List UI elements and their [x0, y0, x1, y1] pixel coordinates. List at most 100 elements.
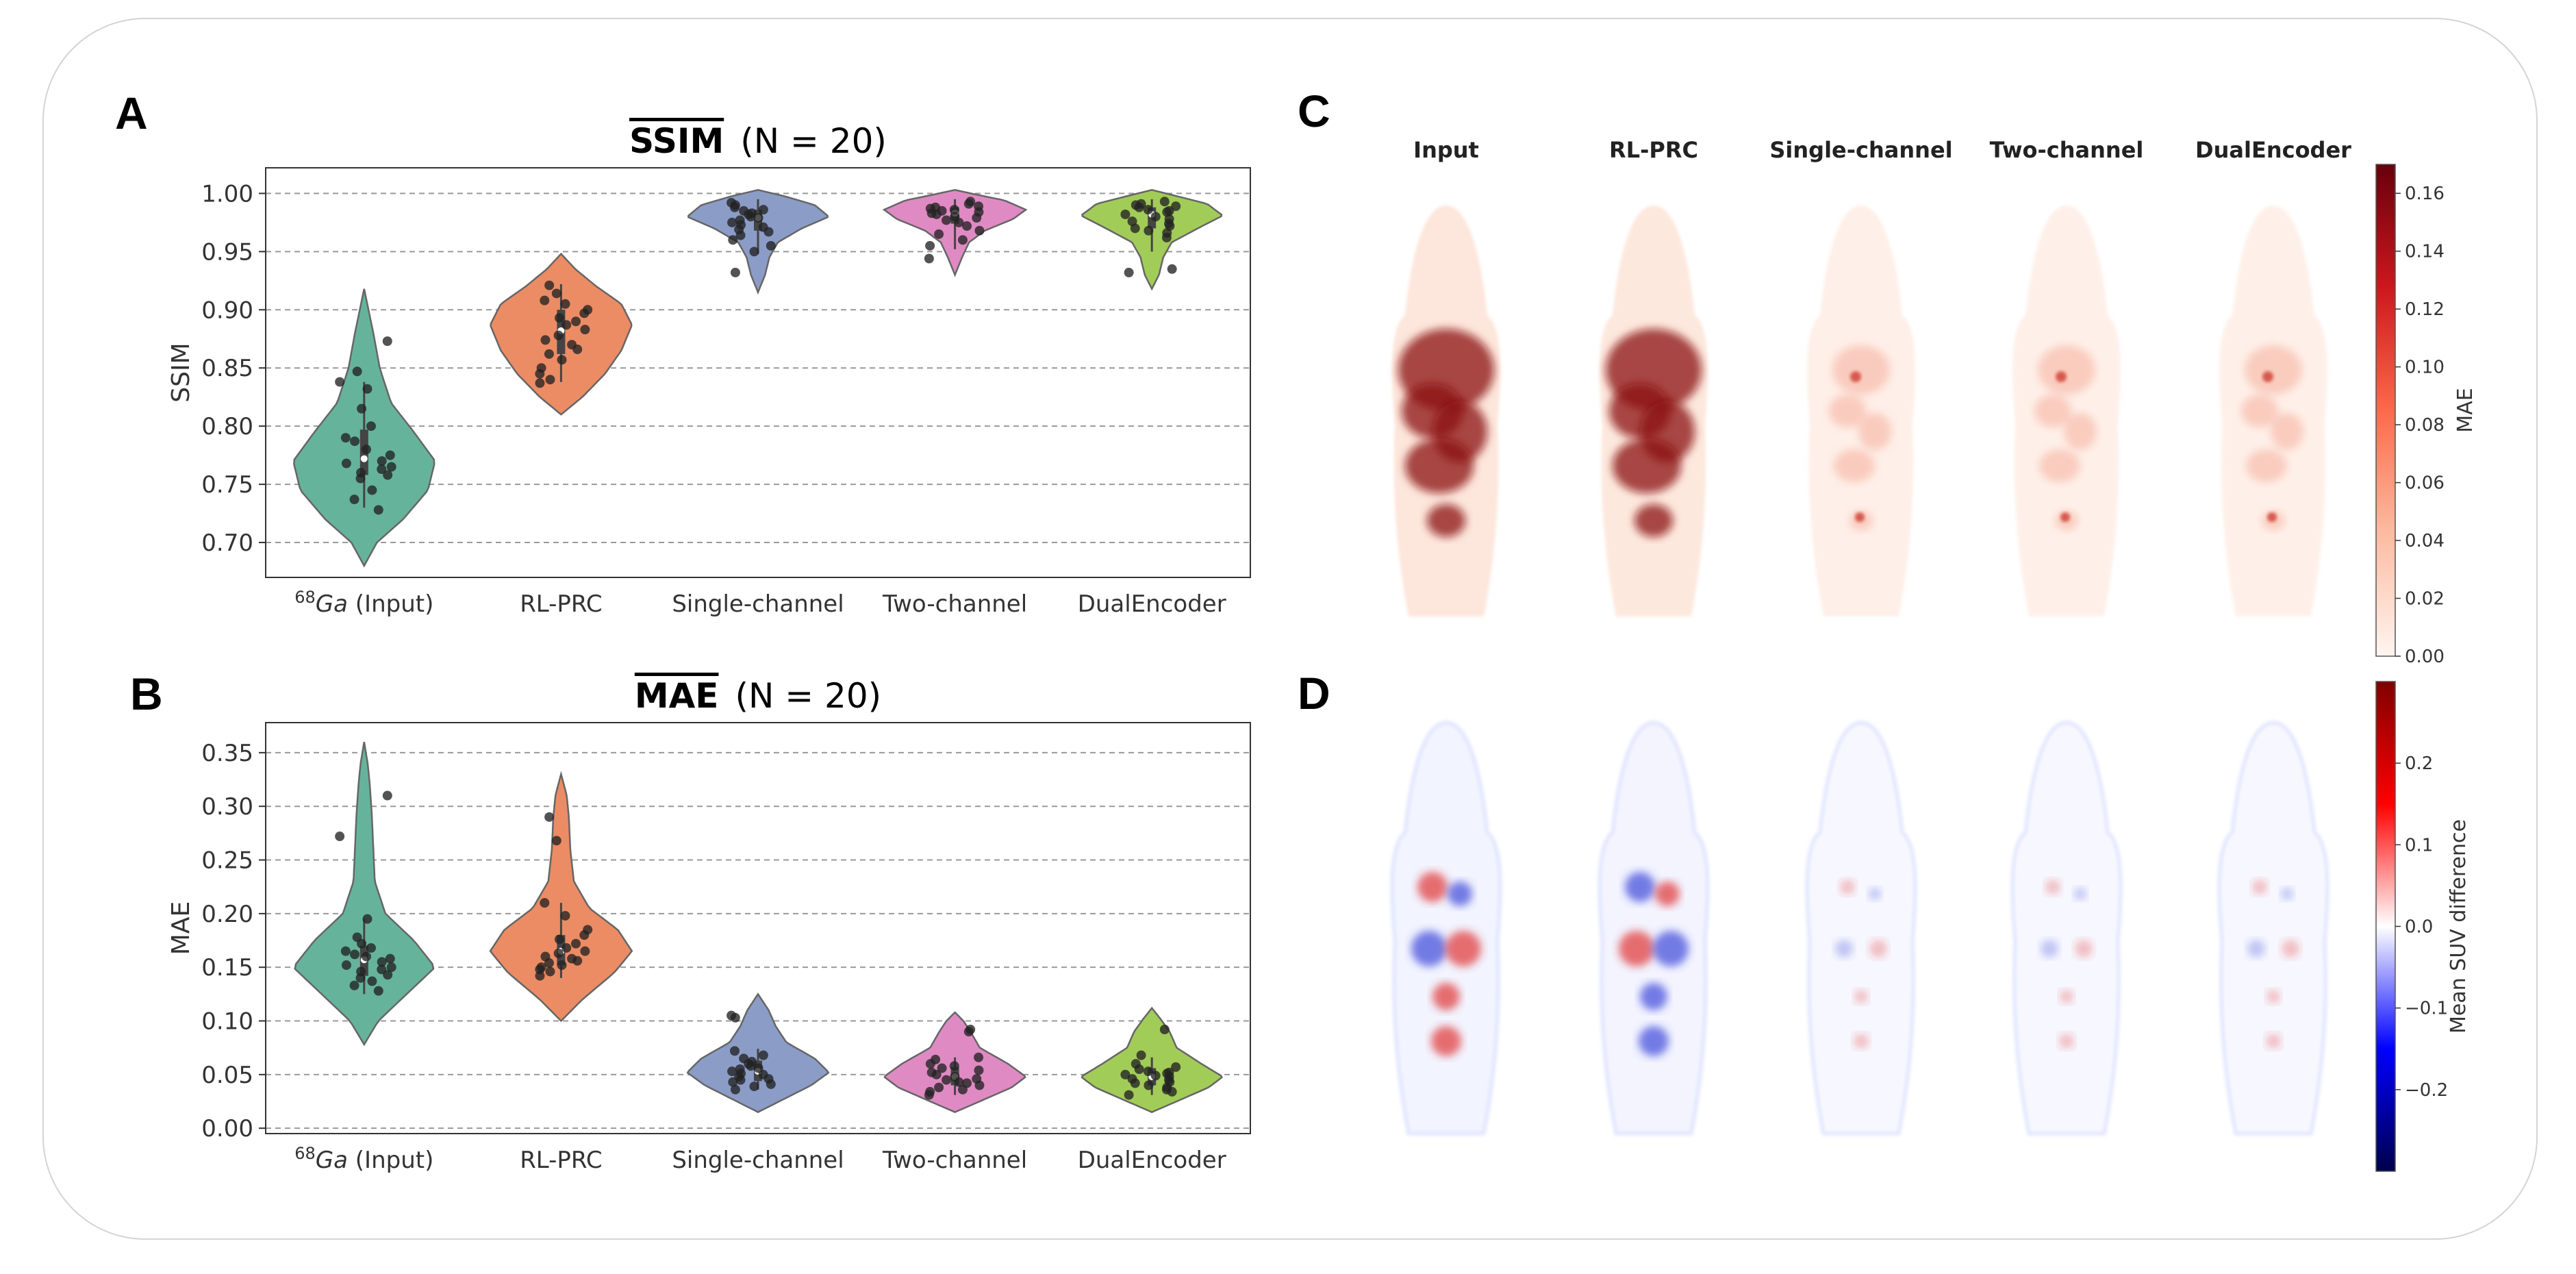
data-point	[572, 345, 583, 355]
category-label-rest: (Input)	[348, 1147, 433, 1174]
data-point	[335, 377, 345, 387]
plot-frame	[265, 722, 1251, 1134]
data-point	[957, 235, 968, 245]
y-tick-label: 0.25	[201, 847, 253, 875]
y-tick-label: 1.00	[201, 180, 253, 208]
data-point	[728, 235, 738, 245]
map-image	[1804, 720, 1918, 1136]
data-point	[579, 930, 590, 940]
data-point	[972, 213, 982, 223]
map-image	[1597, 720, 1710, 1136]
data-point	[931, 1069, 942, 1079]
data-point	[925, 1059, 935, 1069]
panel-label-c: C	[1298, 86, 1330, 136]
hotspot	[2282, 940, 2299, 958]
panel-label-b: B	[130, 669, 163, 719]
hotspot	[1431, 1026, 1461, 1056]
hotspot	[2038, 345, 2095, 395]
data-point	[974, 1065, 984, 1075]
data-point	[553, 948, 564, 958]
y-tick-label: 0.20	[201, 901, 253, 928]
hotspot	[2246, 449, 2287, 482]
data-point	[340, 433, 351, 443]
colorbar-tick-label: 0.12	[2405, 299, 2445, 320]
data-point	[1124, 1090, 1134, 1100]
data-point	[937, 1063, 947, 1073]
hotspot	[2074, 888, 2086, 900]
data-point	[386, 462, 396, 472]
data-point	[1159, 197, 1170, 207]
category-label: DualEncoder	[1078, 590, 1226, 618]
data-point	[352, 366, 362, 377]
data-point	[934, 1082, 944, 1092]
y-tick-label: 0.00	[201, 1115, 253, 1142]
data-point	[544, 280, 555, 290]
data-point	[1130, 223, 1140, 234]
category-label-main: RL-PRC	[520, 590, 602, 618]
colorbar-tick-label: 0.16	[2405, 184, 2445, 204]
data-point	[949, 1061, 959, 1071]
data-point	[1150, 1071, 1161, 1081]
data-point	[766, 240, 776, 251]
data-point	[535, 378, 545, 388]
data-point	[746, 1061, 756, 1071]
colorbar-label: Mean SUV difference	[2447, 819, 2471, 1034]
violin-body	[294, 741, 435, 1047]
data-point	[366, 942, 376, 953]
hotspot	[2075, 940, 2093, 958]
chart-title-suffix: (N = 20)	[740, 121, 887, 161]
colorbar	[2375, 681, 2396, 1172]
data-point	[551, 836, 561, 846]
category-label-superscript: 68	[294, 1144, 316, 1163]
ssim-violin-chart: 0.70 0.75 0.80 0.85 0.90 0.95 1.00 68Ga (Input)…	[167, 121, 1251, 618]
map-image	[1389, 720, 1503, 1136]
hotspot	[1869, 888, 1881, 900]
category-label: Single-channel	[672, 1147, 844, 1174]
hotspot	[1625, 872, 1655, 902]
chart-title-suffix: (N = 20)	[735, 676, 881, 716]
hotspot	[2060, 512, 2070, 522]
data-point	[561, 942, 572, 953]
data-point	[579, 308, 590, 318]
hotspot	[2064, 413, 2097, 450]
data-point	[974, 225, 985, 236]
colorbar-tick-label: 0.0	[2405, 917, 2433, 938]
y-tick-label: 0.05	[201, 1062, 253, 1089]
data-point	[361, 951, 371, 962]
category-label-rest: (Input)	[348, 590, 433, 618]
colorbar-tick-label: 0.14	[2405, 242, 2445, 262]
map-image	[2219, 205, 2328, 616]
data-point	[1136, 1050, 1146, 1060]
data-point	[367, 976, 377, 986]
hotspot	[1840, 879, 1855, 895]
data-point	[763, 227, 774, 237]
data-point	[942, 215, 952, 225]
figure-frame	[42, 18, 2538, 1240]
data-point	[377, 456, 387, 466]
data-point	[924, 1090, 934, 1100]
data-point	[746, 212, 756, 222]
data-point	[924, 253, 934, 264]
data-point	[367, 485, 377, 495]
data-point	[362, 384, 372, 394]
data-point	[766, 1079, 776, 1089]
data-point	[544, 958, 554, 968]
data-point	[335, 832, 345, 842]
hotspot	[1427, 504, 1465, 537]
data-point	[735, 230, 746, 240]
data-point	[957, 1084, 968, 1095]
data-point	[727, 1066, 737, 1077]
column-header: Input	[1413, 137, 1479, 163]
colorbar-tick-label: 0.1	[2405, 835, 2433, 855]
body-silhouette	[2217, 720, 2330, 1136]
hotspot	[1869, 940, 1887, 958]
map-image	[2012, 205, 2121, 616]
body-silhouette	[1389, 720, 1503, 1136]
data-point	[540, 295, 550, 305]
category-label: Two-channel	[882, 590, 1027, 618]
y-tick-label: 0.85	[201, 355, 253, 382]
hotspot	[1854, 1034, 1869, 1049]
category-label: RL-PRC	[520, 1147, 602, 1174]
data-point	[382, 790, 392, 801]
